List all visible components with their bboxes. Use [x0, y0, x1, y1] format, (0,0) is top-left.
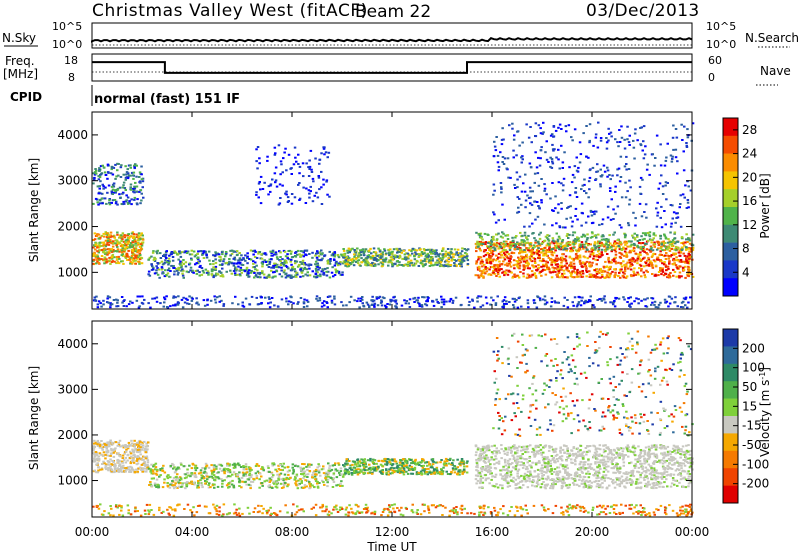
colorbar-swatch: [723, 329, 738, 347]
y-tick-label: 2000: [57, 220, 88, 234]
x-tick-label: 04:00: [175, 525, 210, 539]
x-tick-label: 12:00: [375, 525, 410, 539]
y-tick-label: 3000: [57, 174, 88, 188]
y-tick-label: 4000: [57, 337, 88, 351]
nave-label: Nave: [760, 64, 791, 78]
velocity-data: [92, 330, 694, 517]
x-tick-label: 00:00: [75, 525, 110, 539]
colorbar-swatch: [723, 242, 738, 261]
nave-right-tick-bottom: 0: [708, 71, 715, 84]
noise-left-label: N.Sky: [2, 31, 36, 45]
colorbar-swatch: [723, 485, 738, 504]
y-tick-label: 1000: [57, 474, 88, 488]
x-tick-label: 00:00: [675, 525, 710, 539]
power-colorbar-label: Power [dB]: [758, 173, 772, 238]
cpid-label: CPID: [10, 90, 42, 104]
colorbar-tick-label: 28: [742, 123, 757, 137]
colorbar-tick-label: -200: [742, 477, 769, 491]
velocity-panel: 1000 2000 3000 4000 Slant Range [km]: [27, 320, 694, 518]
colorbar-swatch: [723, 278, 738, 297]
colorbar-tick-label: 24: [742, 147, 757, 161]
velocity-colorbar-label: Velocity [m s-1]: [758, 367, 772, 457]
y-tick-label: 2000: [57, 428, 88, 442]
plot-title: Christmas Valley West (fitACF): [92, 1, 368, 21]
x-tick-label: 08:00: [275, 525, 310, 539]
colorbar-tick-label: -100: [742, 457, 769, 471]
freq-left-tick-bottom: 8: [68, 71, 75, 84]
noise-panel: N.Sky 10^5 10^0 10^5 10^0 N.Search: [2, 20, 799, 51]
velocity-ylabel: Slant Range [km]: [27, 366, 41, 470]
x-tick-label: 16:00: [475, 525, 510, 539]
colorbar-tick-label: 20: [742, 170, 757, 184]
noise-left-tick-bottom: 10^0: [52, 38, 82, 51]
colorbar-swatch: [723, 346, 738, 365]
colorbar-tick-label: 100: [742, 361, 765, 375]
power-colorbar: 28 24 20 16 12 8 4: [722, 117, 757, 297]
velocity-colorbar: 200 100 50 15 -15 -50 -100 -200: [722, 328, 769, 504]
colorbar-tick-label: 12: [742, 218, 757, 232]
velocity-label-sup: -1: [758, 372, 767, 380]
colorbar-swatch: [723, 224, 738, 243]
power-panel: 1000 2000 3000 4000 Slant Range [km]: [27, 111, 695, 310]
colorbar-swatch: [723, 171, 738, 190]
colorbar-tick-label: 15: [742, 399, 757, 413]
colorbar-swatch: [723, 189, 738, 208]
freq-label-bottom: [MHz]: [3, 67, 38, 81]
noise-right-label: N.Search: [745, 31, 799, 45]
power-y-ticks: 1000 2000 3000 4000: [57, 128, 692, 279]
colorbar-swatch: [723, 207, 738, 226]
velocity-label-main: Velocity [m s: [758, 380, 772, 457]
colorbar-swatch: [723, 363, 738, 382]
colorbar-swatch: [723, 450, 738, 469]
y-tick-label: 4000: [57, 128, 88, 142]
colorbar-tick-label: -15: [742, 419, 762, 433]
colorbar-tick-label: 50: [742, 380, 757, 394]
nave-right-tick-top: 60: [708, 54, 722, 67]
colorbar-swatch: [723, 153, 738, 172]
freq-left-tick-top: 18: [64, 54, 78, 67]
freq-panel: Freq. [MHz] 18 8 60 0 Nave: [3, 53, 791, 86]
colorbar-swatch: [723, 433, 738, 452]
colorbar-swatch: [723, 135, 738, 154]
noise-sky-line: [91, 37, 693, 43]
x-axis: 00:00 04:00 08:00 12:00 16:00 20:00 00:00: [75, 112, 710, 539]
colorbar-swatch: [723, 398, 738, 417]
x-tick-label: 20:00: [575, 525, 610, 539]
cpid-row: CPID normal (fast) 151 IF: [10, 85, 240, 107]
velocity-label-end: ]: [758, 367, 772, 372]
colorbar-tick-label: 4: [742, 265, 750, 279]
noise-right-tick-bottom: 10^0: [706, 38, 736, 51]
cpid-text: normal (fast) 151 IF: [94, 92, 240, 107]
beam-label: Beam 22: [355, 2, 431, 22]
noise-left-tick-top: 10^5: [52, 20, 82, 33]
colorbar-tick-label: 200: [742, 341, 765, 355]
date-label: 03/Dec/2013: [586, 1, 700, 21]
colorbar-tick-label: 16: [742, 194, 757, 208]
colorbar-swatch: [723, 118, 738, 137]
velocity-y-ticks: 1000 2000 3000 4000: [57, 337, 692, 488]
noise-right-tick-top: 10^5: [706, 20, 736, 33]
freq-label-top: Freq.: [5, 54, 35, 68]
colorbar-swatch: [723, 381, 738, 399]
colorbar-tick-label: 8: [742, 242, 750, 256]
y-tick-label: 1000: [57, 265, 88, 279]
y-tick-label: 3000: [57, 382, 88, 396]
x-axis-label: Time UT: [366, 540, 417, 554]
colorbar-swatch: [723, 468, 738, 486]
power-data: [92, 121, 695, 309]
colorbar-swatch: [723, 416, 738, 434]
colorbar-tick-label: -50: [742, 438, 762, 452]
frequency-line: [92, 61, 692, 74]
colorbar-swatch: [723, 260, 738, 279]
power-ylabel: Slant Range [km]: [27, 158, 41, 262]
